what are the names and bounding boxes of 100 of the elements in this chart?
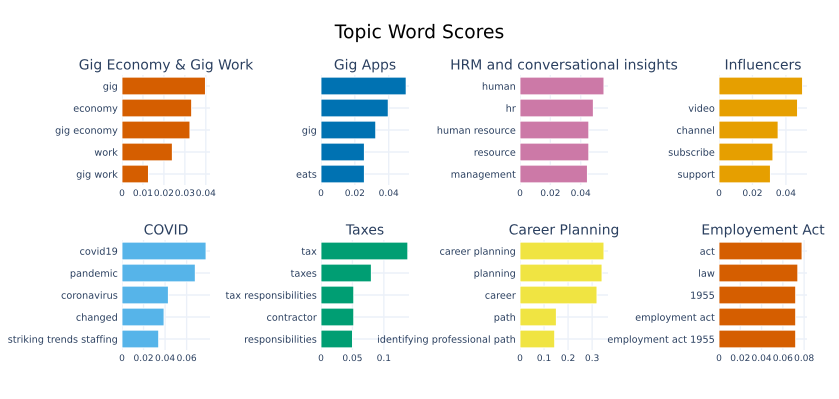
y-tick-label: hr [506,104,516,112]
y-tick-label: gig [103,82,117,92]
y-tick-label: law [699,269,714,277]
bar [122,264,196,282]
y-tick-label: video [688,104,714,112]
y-tick-label: channel [676,126,714,134]
x-tick-label: 0 [120,189,124,196]
bar [719,142,774,162]
x-tick-label: 0.1 [537,354,550,362]
x-tick-label: 0.04 [156,354,175,362]
y-tick-label: planning [474,269,515,279]
chart-title: Gig Economy & Gig Work [80,58,254,72]
x-tick-label: 0.04 [776,189,796,196]
y-tick-label: work [94,148,118,156]
x-tick-label: 0.04 [379,189,398,196]
bar [719,164,771,184]
bar [520,264,602,282]
y-tick-label: tax responsibilities [226,291,316,301]
bar [122,164,149,184]
bar [321,330,353,348]
y-tick-label: path [494,313,516,323]
x-tick-label: 0.06 [773,354,792,362]
bar [321,142,365,162]
x-tick-label: 0.1 [377,354,390,362]
bar [520,164,588,184]
x-tick-label: 0 [120,354,124,362]
chart-title: Gig Apps [334,58,396,72]
bar [520,330,556,348]
y-tick-label: covid19 [80,247,118,255]
x-tick-label: 0.02 [345,189,364,196]
bar [321,286,354,304]
bar [122,242,206,260]
x-tick-label: 0.02 [730,354,750,362]
chart-title: Employement Act [702,224,824,238]
chart-title: HRM and conversational insights [452,58,678,72]
bar [520,308,557,326]
x-tick-label: 0 [716,354,722,362]
y-tick-label: employment act 1955 [608,335,714,345]
y-tick-label: taxes [290,270,316,277]
bar [520,286,598,304]
y-tick-label: act [700,248,715,255]
bar [321,264,372,282]
y-tick-label: contractor [267,314,317,321]
y-tick-label: coronavirus [62,291,118,299]
x-tick-label: 0 [518,189,522,196]
y-tick-label: gig economy [56,126,118,136]
bar [520,120,590,140]
bar [719,76,803,96]
y-tick-label: career planning [440,247,515,257]
x-tick-label: 0.04 [196,189,216,196]
bar [321,76,407,96]
bar [321,242,408,260]
bar [122,330,160,348]
bar [520,76,604,96]
y-tick-label: eats [296,170,316,178]
bar [122,98,192,118]
y-tick-label: management [452,170,516,180]
y-tick-label: career [485,293,516,299]
x-tick-label: 0 [716,189,722,196]
y-tick-label: human resource [438,126,516,134]
bar [321,98,389,118]
y-tick-label: identifying professional path [378,335,516,345]
x-tick-label: 0 [318,189,324,196]
y-tick-label: human [482,82,516,90]
bar [321,164,365,184]
x-tick-label: 0.03 [175,189,194,196]
x-tick-label: 0.01 [133,189,152,196]
bar [520,242,604,260]
x-tick-label: 0 [318,354,324,362]
bar [719,120,778,140]
chart-title: Influencers [726,58,801,70]
y-tick-label: responsibilities [245,335,316,345]
y-tick-label: changed [76,313,117,323]
y-tick-label: support [678,170,715,180]
y-tick-label: employment act [636,313,715,323]
y-tick-label: economy [74,106,118,114]
bar [520,142,590,162]
x-tick-label: 0.3 [586,354,599,362]
bar [520,98,594,118]
y-tick-label: pandemic [70,269,118,279]
bar [122,142,173,162]
chart-title: Career Planning [509,224,618,238]
y-tick-label: resource [474,150,516,156]
bar [321,308,354,326]
x-tick-label: 0.02 [154,189,174,196]
y-tick-label: gig work [76,170,118,180]
y-tick-label: subscribe [668,148,714,156]
x-tick-label: 0.06 [177,354,196,362]
x-tick-label: 0.04 [571,189,590,196]
x-tick-label: 0.08 [794,354,814,362]
x-tick-label: 0.02 [540,189,560,196]
bar [321,120,376,140]
x-tick-label: 0.2 [562,354,574,362]
x-tick-label: 0.04 [752,354,772,362]
text: Topic Word Scores [334,24,504,42]
chart-title: COVID [144,224,188,235]
x-tick-label: 0.02 [134,354,153,362]
chart-title: Taxes [346,224,384,235]
y-tick-label: gig [302,126,316,136]
bar [122,286,169,304]
